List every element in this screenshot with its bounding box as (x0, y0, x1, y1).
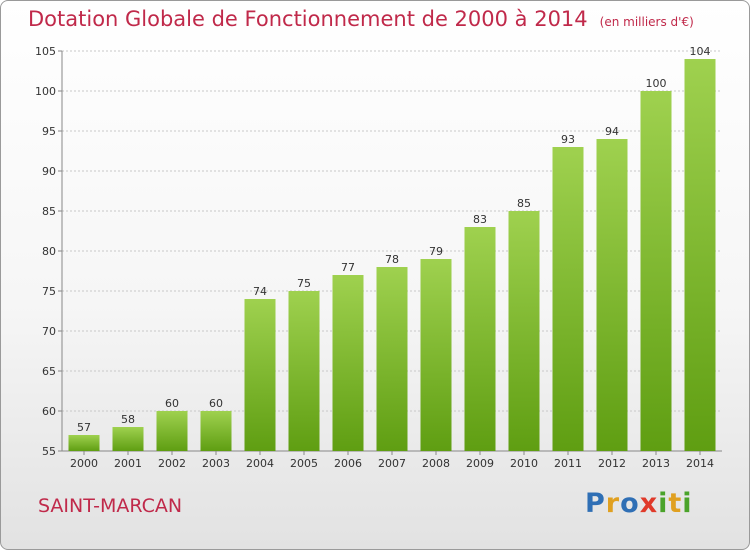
bar-2003 (200, 411, 232, 451)
commune-name: SAINT-MARCAN (38, 495, 183, 517)
x-tick-label: 2014 (686, 457, 714, 470)
x-tick-label: 2001 (114, 457, 142, 470)
bar-2008 (420, 259, 452, 451)
x-tick-label: 2006 (334, 457, 362, 470)
bar-value-label: 85 (517, 197, 531, 210)
x-tick-label: 2008 (422, 457, 450, 470)
bar-2009 (464, 227, 496, 451)
x-tick-label: 2011 (554, 457, 582, 470)
bar-2002 (156, 411, 188, 451)
chart-subtitle: (en milliers d'€) (599, 15, 694, 29)
bar-2001 (112, 427, 144, 451)
bar-2012 (596, 139, 628, 451)
x-tick-label: 2009 (466, 457, 494, 470)
bar-value-label: 93 (561, 133, 575, 146)
labels: 57 58 60 60 74 75 77 78 79 83 85 93 94 100 104 (77, 45, 711, 434)
y-tick-label: 100 (35, 85, 56, 98)
logo-letter: o (620, 488, 640, 519)
x-tick-label: 2010 (510, 457, 538, 470)
x-tick-label: 2013 (642, 457, 670, 470)
bar-2013 (640, 91, 672, 451)
bar-2011 (552, 147, 584, 451)
y-tick-label: 90 (42, 165, 56, 178)
y-tick-label: 70 (42, 325, 56, 338)
x-tick-label: 2002 (158, 457, 186, 470)
bar-2007 (376, 267, 408, 451)
chart-title: Dotation Globale de Fonctionnement de 20… (28, 7, 694, 31)
logo-letter: i (682, 488, 693, 519)
bar-value-label: 79 (429, 245, 443, 258)
logo-letter: t (668, 488, 683, 519)
bar-2000 (68, 435, 100, 451)
logo-letter: i (658, 488, 669, 519)
bar-value-label: 83 (473, 213, 487, 226)
bar-2006 (332, 275, 364, 451)
bar-2014 (684, 59, 716, 451)
bar-value-label: 60 (209, 397, 223, 410)
y-tick-label: 95 (42, 125, 56, 138)
logo-letter: P (585, 488, 606, 519)
bar-2005 (288, 291, 320, 451)
y-tick-label: 105 (35, 45, 56, 58)
bar-2010 (508, 211, 540, 451)
bar-2004 (244, 299, 276, 451)
y-tick-label: 55 (42, 445, 56, 458)
bar-value-label: 77 (341, 261, 355, 274)
bar-value-label: 75 (297, 277, 311, 290)
bar-value-label: 100 (646, 77, 667, 90)
chart-title-main: Dotation Globale de Fonctionnement de 20… (28, 7, 588, 31)
bar-value-label: 94 (605, 125, 619, 138)
bar-value-label: 60 (165, 397, 179, 410)
x-tick-label: 2005 (290, 457, 318, 470)
x-tick-label: 2003 (202, 457, 230, 470)
y-tick-label: 75 (42, 285, 56, 298)
y-tick-label: 80 (42, 245, 56, 258)
bar-value-label: 104 (690, 45, 711, 58)
x-tick-label: 2012 (598, 457, 626, 470)
logo-letter: r (605, 488, 621, 519)
bar-value-label: 57 (77, 421, 91, 434)
logo-letter: x (639, 488, 659, 519)
y-tick-label: 60 (42, 405, 56, 418)
bar-value-label: 58 (121, 413, 135, 426)
bar-value-label: 74 (253, 285, 267, 298)
x-tick-label: 2004 (246, 457, 274, 470)
bar-value-label: 78 (385, 253, 399, 266)
y-tick-label: 65 (42, 365, 56, 378)
bars (68, 59, 716, 451)
x-tick-label: 2000 (70, 457, 98, 470)
y-tick-label: 85 (42, 205, 56, 218)
x-tick-label: 2007 (378, 457, 406, 470)
proxiti-logo[interactable]: Proxiti (585, 488, 693, 519)
